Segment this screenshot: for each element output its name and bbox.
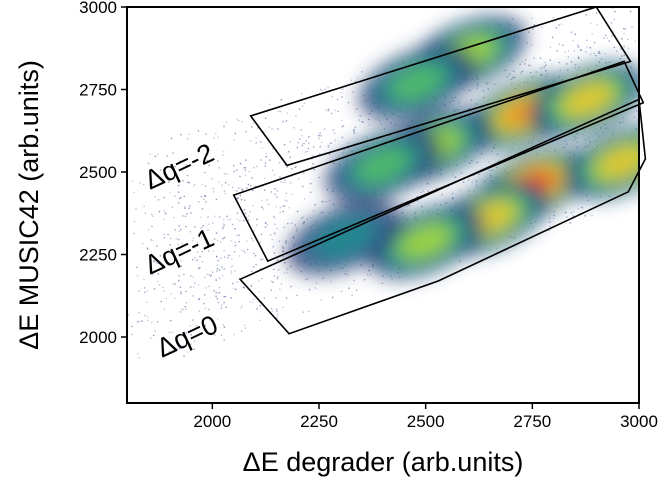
y-axis-label: ΔE MUSIC42 (arb.units) [14,60,44,350]
plot-frame [126,6,640,404]
y-tick-label: 2750 [79,81,117,100]
x-tick-label: 2000 [193,412,231,431]
charge-gate [249,6,632,167]
density-cluster [389,64,445,101]
cluster-layer [285,15,639,279]
charge-gate [232,60,645,263]
density-cluster [563,83,612,116]
y-tick-label: 2250 [79,246,117,265]
density-cluster [400,224,452,259]
x-tick-label: 2750 [513,412,551,431]
density-cluster [355,147,411,184]
x-axis-ticks: 2000 2250 2500 2750 3000 [193,403,658,431]
x-tick-label: 2250 [300,412,338,431]
y-tick-label: 3000 [79,0,117,17]
y-tick-label: 2500 [79,163,117,182]
axes: 2000 2250 2500 2750 3000 2000 2250 2500 2750 300… [79,0,658,431]
density-cluster [313,217,376,259]
y-tick-label: 2000 [79,328,117,347]
y-axis-ticks: 2000 2250 2500 2750 3000 [79,0,127,347]
x-tick-label: 2500 [407,412,445,431]
density-cluster [597,146,639,178]
x-tick-label: 3000 [620,412,658,431]
x-axis-label: ΔE degrader (arb.units) [243,447,524,477]
plot-area: Δq=-2Δq=-1Δq=0 [127,6,647,403]
